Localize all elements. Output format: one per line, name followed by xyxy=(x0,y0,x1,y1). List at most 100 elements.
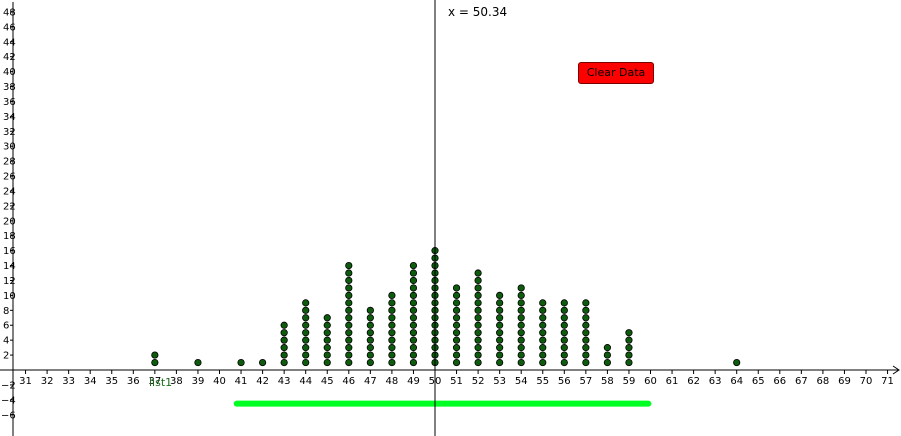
data-dot xyxy=(366,306,374,314)
data-dot xyxy=(302,344,310,352)
x-tick-label: 65 xyxy=(752,376,765,387)
data-dot xyxy=(733,358,741,367)
data-dot xyxy=(474,291,482,299)
data-dot xyxy=(560,321,568,329)
data-dot xyxy=(517,336,525,344)
data-dot xyxy=(452,329,461,337)
data-dot xyxy=(409,321,418,329)
data-dot xyxy=(582,314,590,322)
y-tick-label: 16 xyxy=(3,246,16,257)
data-dot xyxy=(452,299,461,307)
data-dot xyxy=(388,344,396,352)
y-tick-label: 32 xyxy=(3,127,16,138)
data-dot xyxy=(280,358,288,367)
data-dot xyxy=(409,358,418,367)
data-dot xyxy=(474,351,482,359)
data-dot xyxy=(366,321,374,329)
data-dot xyxy=(237,358,245,367)
x-tick-label: 57 xyxy=(579,376,592,387)
x-tick-label: 36 xyxy=(127,376,140,387)
dot-plot xyxy=(151,247,741,367)
data-dot xyxy=(474,336,482,344)
data-dot xyxy=(345,291,353,299)
data-dot xyxy=(539,358,547,367)
clear-data-button[interactable]: Clear Data xyxy=(578,62,654,84)
data-dot xyxy=(345,276,353,285)
x-tick-label: 51 xyxy=(450,376,463,387)
data-dot xyxy=(517,314,525,322)
data-dot xyxy=(582,329,590,337)
data-dot xyxy=(560,329,568,337)
x-axis: 31 32 33 34 35 36 37 38 39 40 41 42 43 44 45 46 47 48 49 50… xyxy=(0,365,900,387)
data-dot xyxy=(388,336,396,344)
y-tick-label: 6 xyxy=(3,321,9,332)
x-tick-label: 33 xyxy=(62,376,75,387)
data-dot xyxy=(474,314,482,322)
y-tick-label: 46 xyxy=(3,22,16,33)
data-dot xyxy=(366,344,374,352)
data-dot xyxy=(409,306,418,314)
x-tick-label: 31 xyxy=(19,376,32,387)
data-dot xyxy=(280,344,288,352)
data-dot xyxy=(323,336,331,344)
x-tick-label: 39 xyxy=(192,376,205,387)
data-dot xyxy=(388,299,396,307)
data-dot xyxy=(452,336,461,344)
data-dot xyxy=(496,344,504,352)
data-dot xyxy=(280,329,288,337)
y-tick-label: 44 xyxy=(3,37,16,48)
x-tick-label: 62 xyxy=(687,376,700,387)
data-dot xyxy=(302,329,310,337)
data-dot xyxy=(560,351,568,359)
data-dot xyxy=(452,321,461,329)
data-dot xyxy=(409,261,418,270)
data-dot xyxy=(345,299,353,307)
data-dot xyxy=(280,321,288,329)
data-dot xyxy=(388,314,396,322)
data-dot xyxy=(388,306,396,314)
data-dot xyxy=(409,329,418,337)
x-tick-label: 43 xyxy=(278,376,291,387)
x-tick-label: 58 xyxy=(601,376,614,387)
data-dot xyxy=(452,344,461,352)
data-dot xyxy=(517,358,525,367)
data-dot xyxy=(345,358,353,367)
data-dot xyxy=(323,314,331,322)
x-value-readout: x = 50.34 xyxy=(448,5,507,19)
data-dot xyxy=(517,344,525,352)
y-tick-label: 12 xyxy=(3,276,16,287)
x-tick-label: 40 xyxy=(213,376,226,387)
y-tick-label: 22 xyxy=(3,201,16,212)
data-dot xyxy=(582,299,590,307)
data-dot xyxy=(560,344,568,352)
y-tick-label: −4 xyxy=(1,395,16,406)
data-dot xyxy=(409,284,418,292)
data-dot xyxy=(517,306,525,314)
data-dot xyxy=(345,344,353,352)
x-tick-label: 69 xyxy=(838,376,851,387)
data-dot xyxy=(388,291,396,299)
x-tick-label: 42 xyxy=(256,376,269,387)
data-dot xyxy=(258,358,267,367)
data-dot xyxy=(302,299,310,307)
x-tick-label: 37 xyxy=(148,376,161,387)
data-dot xyxy=(474,321,482,329)
data-dot xyxy=(517,321,525,329)
data-dot xyxy=(517,291,525,299)
data-dot xyxy=(496,314,504,322)
data-dot xyxy=(302,351,310,359)
data-dot xyxy=(625,358,633,367)
y-tick-label: 48 xyxy=(3,7,16,18)
data-dot xyxy=(560,314,568,322)
data-dot xyxy=(539,344,547,352)
data-dot xyxy=(625,329,633,337)
data-dot xyxy=(539,299,547,307)
data-dot xyxy=(474,358,482,367)
data-dot xyxy=(345,329,353,337)
data-dot xyxy=(302,306,310,314)
data-dot xyxy=(409,314,418,322)
data-dot xyxy=(625,336,633,344)
data-dot xyxy=(560,306,568,314)
y-axis: −6−4−22468101214161820222426283032343638… xyxy=(1,2,16,436)
